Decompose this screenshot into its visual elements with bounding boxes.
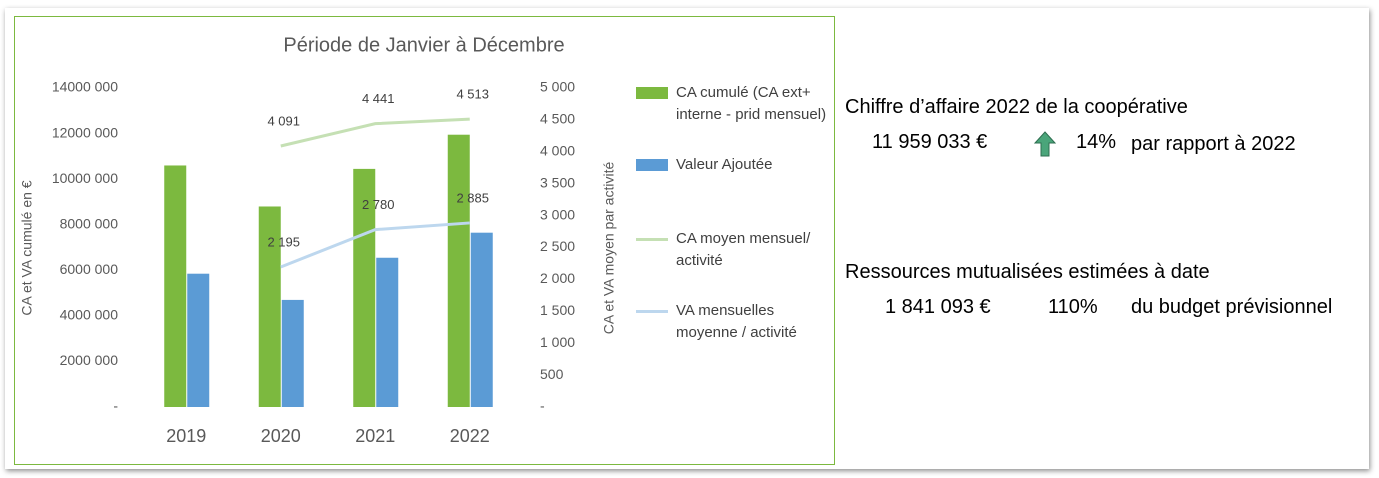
- line: [280, 117, 470, 148]
- data-label: 2 885: [456, 190, 489, 205]
- y2-tick-label: 1 500: [540, 302, 575, 318]
- up-arrow-icon: [1033, 131, 1057, 157]
- chart-title: Période de Janvier à Décembre: [283, 34, 564, 56]
- frame: [5, 8, 1369, 469]
- revenue-growth: 14%: [1076, 131, 1117, 153]
- y2-tick-label: -: [540, 398, 545, 414]
- y-tick-label: 10000 000: [52, 170, 118, 186]
- y-axis-title: CA et VA cumulé en €: [19, 180, 35, 315]
- legend-swatch: [636, 238, 668, 241]
- y2-tick-label: 4 000: [540, 143, 575, 159]
- y-tick-label: 4000 000: [60, 307, 119, 323]
- data-label: 4 513: [456, 87, 489, 102]
- bar: [164, 165, 187, 407]
- y2-axis-title: CA et VA moyen par activité: [601, 162, 617, 335]
- y-tick-label: 6000 000: [60, 261, 119, 277]
- y2-tick-label: 500: [540, 366, 564, 382]
- y2-tick-label: 3 000: [540, 206, 575, 222]
- bar: [281, 299, 304, 407]
- y-tick-label: 12000 000: [52, 124, 118, 140]
- x-tick-label: 2020: [261, 426, 301, 446]
- y-tick-label: -: [113, 398, 118, 414]
- bar: [447, 134, 470, 408]
- revenue-growth-text: par rapport à 2022: [1131, 133, 1296, 155]
- x-tick-label: 2021: [355, 426, 395, 446]
- y2-tick-label: 2 000: [540, 270, 575, 286]
- revenue-title: Chiffre d’affaire 2022 de la coopérative: [845, 96, 1188, 118]
- y-tick-label: 8000 000: [60, 215, 119, 231]
- y2-tick-label: 4 500: [540, 111, 575, 127]
- data-label: 4 091: [267, 113, 300, 128]
- chart-frame: [14, 16, 835, 465]
- x-tick-label: 2019: [166, 426, 206, 446]
- data-label: 2 195: [267, 234, 300, 249]
- bar: [258, 206, 281, 407]
- legend-swatch: [636, 87, 668, 99]
- legend-swatch: [636, 310, 668, 313]
- y2-tick-label: 2 500: [540, 238, 575, 254]
- y2-tick-label: 1 000: [540, 334, 575, 350]
- bar: [353, 168, 376, 407]
- bar: [376, 257, 399, 407]
- resources-title: Ressources mutualisées estimées à date: [845, 261, 1210, 283]
- revenue-amount: 11 959 033 €: [872, 131, 988, 153]
- y2-tick-label: 3 500: [540, 174, 575, 190]
- x-tick-label: 2022: [450, 426, 490, 446]
- bar: [187, 273, 210, 407]
- resources-amount: 1 841 093 €: [885, 296, 991, 318]
- line: [280, 221, 470, 269]
- resources-ratio: 110%: [1048, 296, 1098, 318]
- legend-label: CA cumulé (CA ext+ interne - prid mensue…: [676, 84, 827, 123]
- bar: [470, 232, 493, 407]
- legend-label: Valeur Ajoutée: [676, 156, 773, 173]
- data-label: 2 780: [362, 197, 395, 212]
- legend-label: CA moyen mensuel/ activité: [676, 230, 811, 269]
- y2-tick-label: 5 000: [540, 79, 575, 95]
- chart: Période de Janvier à Décembre CA et VA c…: [19, 34, 617, 446]
- legend-label: VA mensuelles moyenne / activité: [676, 302, 797, 341]
- legend-swatch: [636, 159, 668, 171]
- y-tick-label: 2000 000: [60, 352, 119, 368]
- resources-ratio-text: du budget prévisionnel: [1131, 296, 1333, 318]
- y-tick-label: 14000 000: [52, 79, 118, 95]
- data-label: 4 441: [362, 91, 395, 106]
